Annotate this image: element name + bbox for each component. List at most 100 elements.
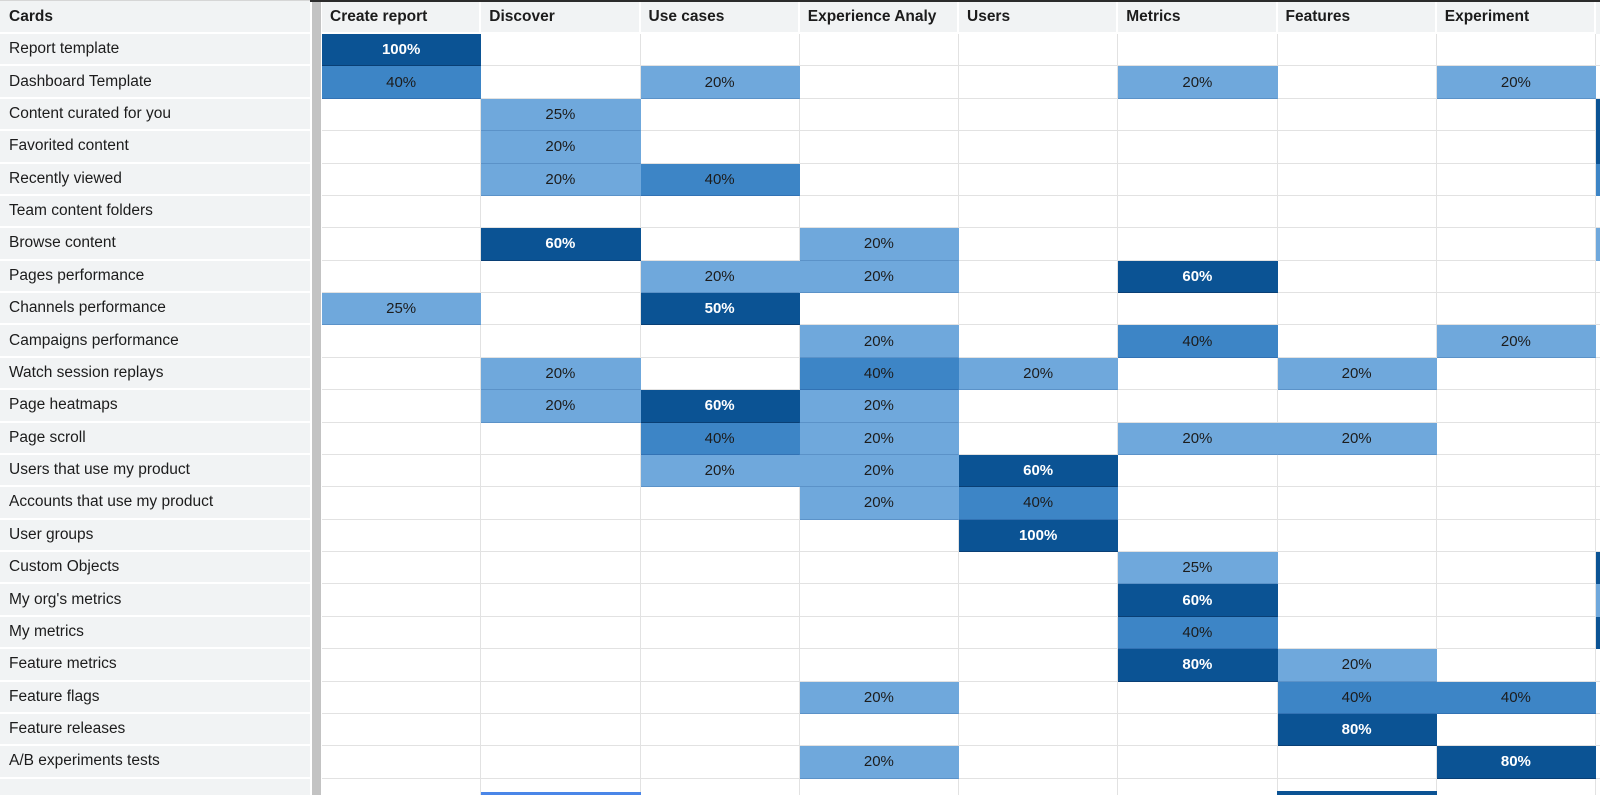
matrix-cell[interactable] <box>1277 131 1437 164</box>
matrix-cell[interactable] <box>322 454 482 488</box>
matrix-cell[interactable] <box>959 552 1119 585</box>
matrix-cell[interactable] <box>959 746 1119 779</box>
matrix-cell[interactable] <box>1277 195 1437 229</box>
matrix-cell[interactable]: 40% <box>640 422 800 455</box>
matrix-cell[interactable]: 20% <box>481 357 641 391</box>
matrix-cell[interactable] <box>1436 228 1596 261</box>
matrix-cell[interactable] <box>481 34 641 67</box>
row-label-1[interactable]: Report template <box>0 34 310 67</box>
matrix-cell[interactable] <box>1118 163 1278 196</box>
matrix-cell[interactable] <box>640 325 800 358</box>
matrix-cell[interactable] <box>322 228 482 261</box>
matrix-cell[interactable] <box>1436 163 1596 196</box>
matrix-cell[interactable]: 50% <box>640 293 800 326</box>
matrix-cell[interactable] <box>799 713 959 747</box>
column-header-3[interactable]: Use cases <box>640 0 800 34</box>
matrix-cell[interactable]: 20% <box>799 422 959 455</box>
matrix-cell[interactable] <box>1436 778 1596 795</box>
matrix-cell[interactable] <box>1436 552 1596 585</box>
matrix-cell[interactable] <box>640 778 800 795</box>
matrix-cell[interactable]: 25% <box>322 293 482 326</box>
matrix-cell[interactable] <box>322 131 482 164</box>
matrix-cell[interactable] <box>322 357 482 391</box>
matrix-cell[interactable] <box>1118 519 1278 552</box>
matrix-cell[interactable] <box>481 649 641 682</box>
matrix-cell[interactable] <box>959 260 1119 293</box>
frozen-pane-divider[interactable] <box>310 0 322 795</box>
matrix-cell[interactable] <box>481 422 641 455</box>
matrix-cell[interactable] <box>1277 98 1437 132</box>
matrix-cell[interactable] <box>959 325 1119 358</box>
matrix-cell[interactable]: 20% <box>481 131 641 164</box>
cutoff-cell[interactable] <box>1596 519 1600 552</box>
matrix-cell[interactable] <box>640 649 800 682</box>
matrix-cell[interactable]: 60% <box>1118 584 1278 617</box>
matrix-cell[interactable]: 80% <box>1118 649 1278 682</box>
matrix-cell[interactable] <box>1277 519 1437 552</box>
matrix-cell[interactable] <box>1277 552 1437 585</box>
matrix-cell[interactable] <box>1277 66 1437 99</box>
matrix-cell[interactable] <box>322 163 482 196</box>
matrix-cell[interactable] <box>799 163 959 196</box>
cutoff-cell[interactable] <box>1596 325 1600 358</box>
matrix-cell[interactable] <box>640 487 800 520</box>
matrix-cell[interactable] <box>1277 260 1437 293</box>
matrix-cell[interactable]: 20% <box>799 681 959 714</box>
matrix-cell[interactable] <box>322 681 482 714</box>
matrix-cell[interactable]: 20% <box>799 228 959 261</box>
matrix-cell[interactable] <box>481 552 641 585</box>
matrix-cell[interactable]: 80% <box>1277 713 1437 747</box>
matrix-cell[interactable] <box>799 519 959 552</box>
matrix-cell[interactable] <box>1436 584 1596 617</box>
matrix-cell[interactable] <box>1118 195 1278 229</box>
matrix-cell[interactable] <box>1118 713 1278 747</box>
matrix-cell[interactable] <box>1436 422 1596 455</box>
matrix-cell[interactable] <box>959 778 1119 795</box>
matrix-cell[interactable] <box>1436 487 1596 520</box>
row-label-13[interactable]: Page scroll <box>0 422 310 455</box>
matrix-cell[interactable] <box>640 34 800 67</box>
row-label-15[interactable]: Accounts that use my product <box>0 487 310 520</box>
matrix-cell[interactable]: 20% <box>1118 422 1278 455</box>
cutoff-cell[interactable] <box>1596 131 1600 164</box>
matrix-cell[interactable] <box>1118 778 1278 795</box>
matrix-cell[interactable] <box>322 390 482 423</box>
matrix-cell[interactable] <box>799 66 959 99</box>
matrix-cell[interactable]: 20% <box>481 390 641 423</box>
matrix-cell[interactable] <box>322 325 482 358</box>
matrix-cell[interactable] <box>1118 487 1278 520</box>
matrix-cell[interactable]: 20% <box>640 454 800 488</box>
matrix-cell[interactable]: 20% <box>1277 649 1437 682</box>
cutoff-cell[interactable] <box>1596 98 1600 132</box>
cutoff-cell[interactable] <box>1596 390 1600 423</box>
matrix-cell[interactable] <box>322 260 482 293</box>
cutoff-cell[interactable] <box>1596 422 1600 455</box>
matrix-cell[interactable]: 40% <box>959 487 1119 520</box>
matrix-cell[interactable] <box>799 293 959 326</box>
corner-header-cards[interactable]: Cards <box>0 0 310 34</box>
matrix-cell[interactable]: 20% <box>1277 422 1437 455</box>
matrix-cell[interactable] <box>799 616 959 650</box>
cutoff-cell[interactable] <box>1596 34 1600 67</box>
matrix-cell[interactable] <box>799 584 959 617</box>
column-header-8[interactable]: Experiment <box>1436 0 1596 34</box>
matrix-cell[interactable]: 20% <box>640 66 800 99</box>
matrix-cell[interactable] <box>640 131 800 164</box>
row-label-22[interactable]: Feature releases <box>0 713 310 747</box>
row-label-9[interactable]: Channels performance <box>0 293 310 326</box>
matrix-cell[interactable] <box>1277 746 1437 779</box>
matrix-cell[interactable] <box>481 616 641 650</box>
matrix-cell[interactable]: 20% <box>799 454 959 488</box>
matrix-cell[interactable] <box>1436 519 1596 552</box>
matrix-cell[interactable] <box>1277 390 1437 423</box>
matrix-cell[interactable] <box>1118 454 1278 488</box>
matrix-cell[interactable] <box>799 195 959 229</box>
matrix-cell[interactable] <box>799 552 959 585</box>
matrix-cell[interactable] <box>959 649 1119 682</box>
matrix-cell[interactable]: 60% <box>1118 260 1278 293</box>
matrix-cell[interactable] <box>1436 131 1596 164</box>
row-label-10[interactable]: Campaigns performance <box>0 325 310 358</box>
column-header-5[interactable]: Users <box>959 0 1119 34</box>
row-label-11[interactable]: Watch session replays <box>0 357 310 391</box>
cutoff-cell[interactable] <box>1596 260 1600 293</box>
